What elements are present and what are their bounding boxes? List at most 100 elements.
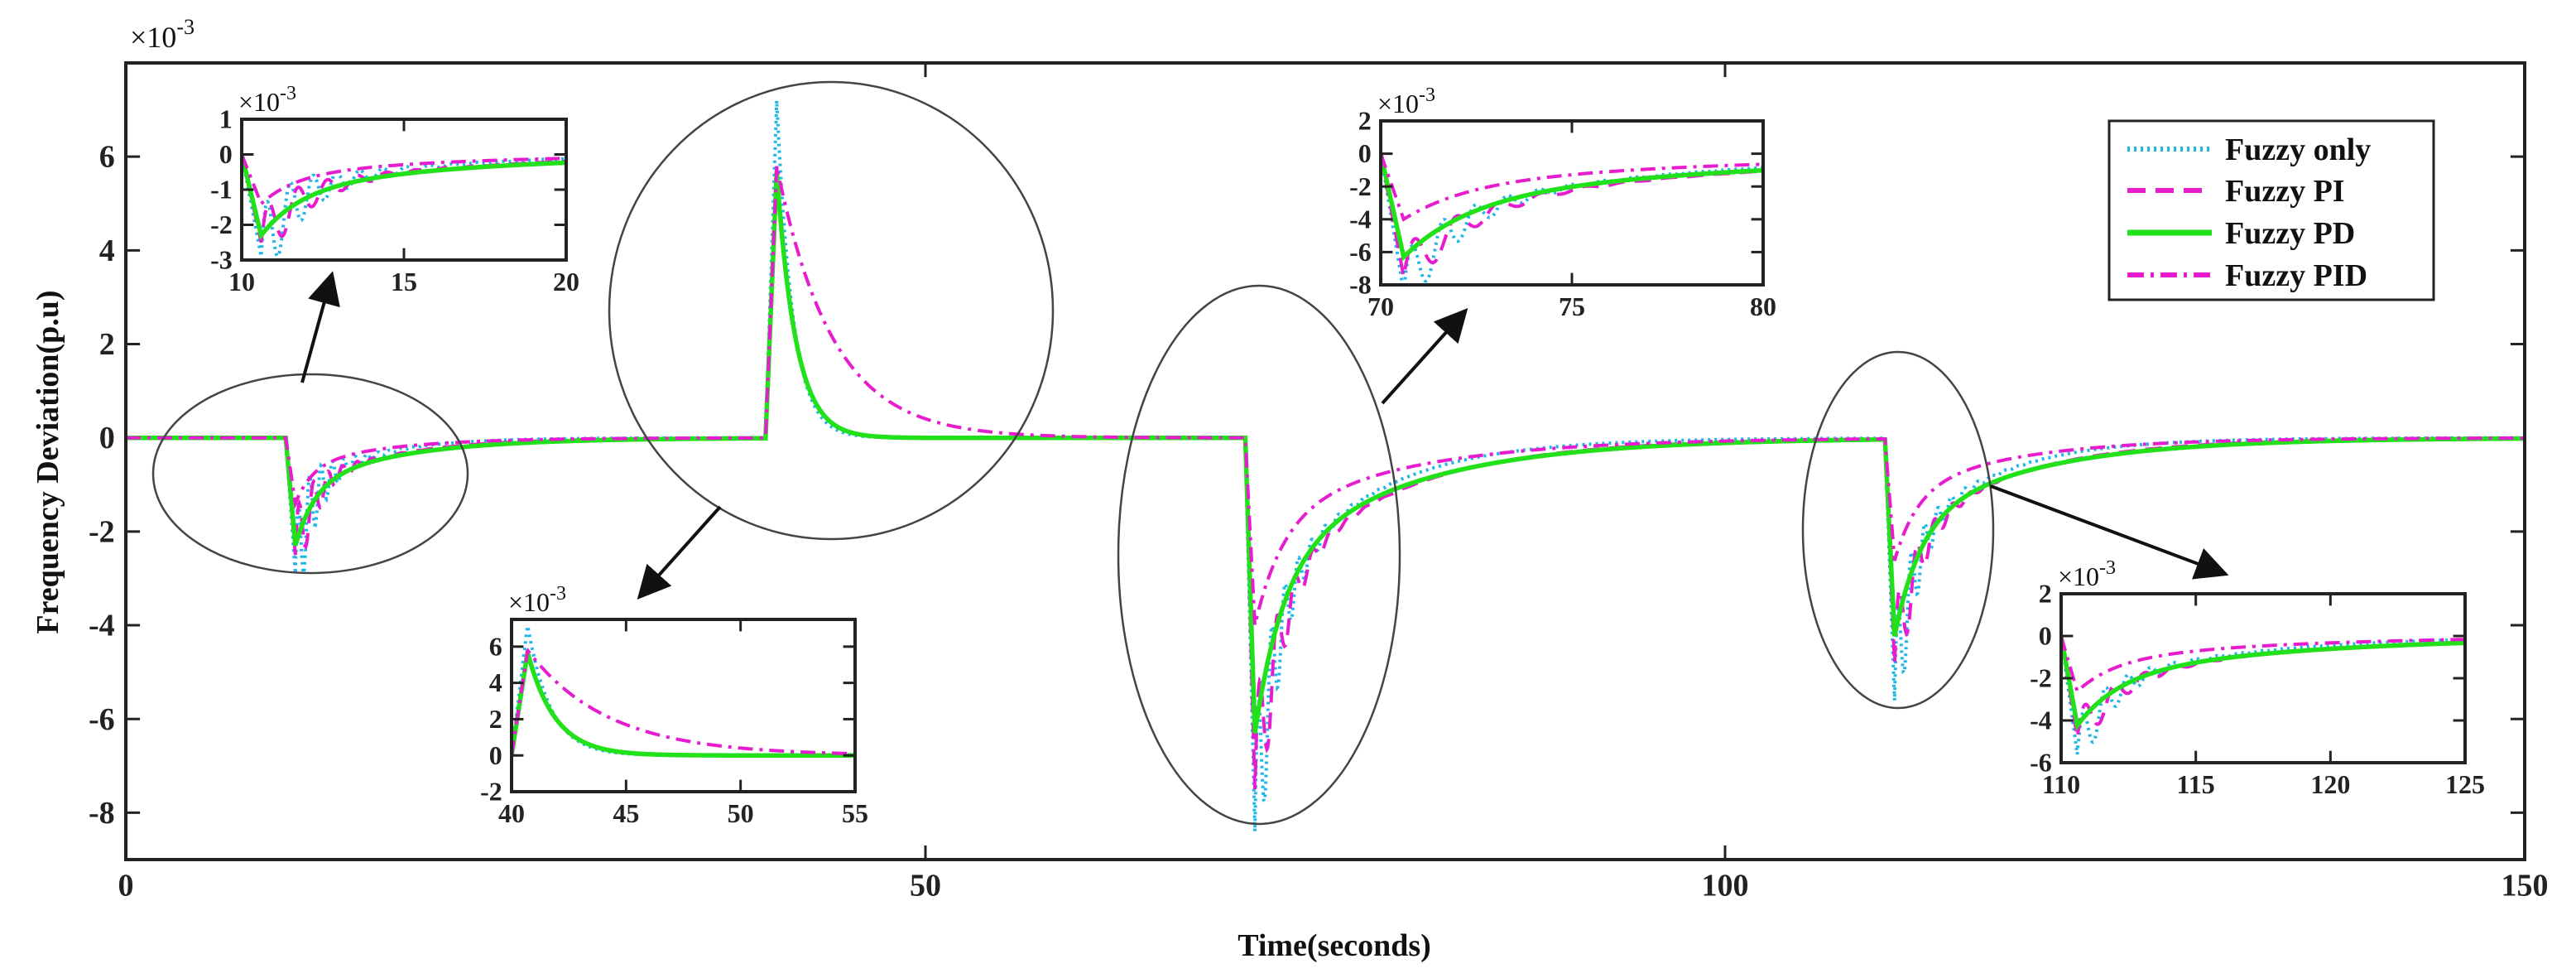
- legend-label-fuzzy-only: Fuzzy only: [2225, 132, 2371, 167]
- main-y-tick-label: 2: [99, 327, 115, 362]
- x-axis-title: Time(seconds): [1238, 928, 1431, 963]
- inset-4-x-tick-label: 115: [2177, 769, 2215, 799]
- main-x-tick-label: 0: [118, 869, 134, 903]
- inset-4-y-tick-label: 2: [2039, 579, 2052, 609]
- main-y-tick-label: -6: [89, 702, 115, 737]
- main-x-tick-label: 50: [910, 869, 941, 903]
- main-x-tick-label: 100: [1702, 869, 1749, 903]
- inset-4-y-tick-label: -2: [2030, 663, 2052, 693]
- inset-1-line-fuzzy-pd: [242, 153, 566, 241]
- inset-2-line-fuzzy-pd: [512, 649, 855, 758]
- inset-2-frame: [510, 618, 857, 793]
- main-line-fuzzy-pid: [126, 166, 2525, 626]
- main-y-tick-label: 4: [99, 234, 115, 268]
- inset-1-frame: [240, 118, 568, 262]
- zoom-arrow-3: [1381, 308, 1468, 405]
- inset-4-x-tick-label: 125: [2445, 769, 2485, 799]
- zoom-ellipse-1: [151, 373, 469, 575]
- legend-label-fuzzy-pid: Fuzzy PID: [2225, 258, 2367, 293]
- inset-2-x-tick-label: 50: [728, 798, 754, 828]
- legend-label-fuzzy-pd: Fuzzy PD: [2225, 216, 2355, 251]
- inset-2-y-tick-label: 4: [489, 667, 502, 697]
- inset-4-x-tick-label: 120: [2310, 769, 2350, 799]
- inset-3-lines: [1381, 152, 1763, 285]
- inset-2-lines: [512, 622, 855, 758]
- inset-3-line-fuzzy-only: [1381, 153, 1763, 285]
- inset-3: 70 75 80 -8-6-4-202×10-3: [1349, 84, 1776, 321]
- inset-1-x-tick-label: 10: [228, 267, 255, 296]
- main-x-tick-label: 150: [2502, 869, 2549, 903]
- inset-1-y-tick-label: 1: [219, 104, 233, 134]
- inset-3-frame: [1379, 119, 1765, 287]
- y-axis-title: Frequency Deviation(p.u): [31, 290, 65, 634]
- inset-2-x-tick-label: 40: [498, 798, 525, 828]
- main-exponent-label: ×10-3: [130, 15, 195, 54]
- inset-3-y-tick-label: 2: [1358, 106, 1372, 136]
- inset-4-frame: [2059, 592, 2467, 764]
- inset-3-y-tick-label: 0: [1358, 138, 1372, 168]
- inset-1: 10 15 20 -3 -2 -1 0 1×10-3: [210, 83, 579, 296]
- main-plot-lines: [126, 100, 2525, 832]
- main-y-tick-label: -4: [89, 609, 115, 643]
- inset-1-x-tick-label: 20: [553, 267, 579, 296]
- main-line-fuzzy-pd: [126, 171, 2525, 734]
- inset-1-background: [242, 119, 566, 260]
- legend: Fuzzy only Fuzzy PI Fuzzy PD Fuzzy PID: [2107, 119, 2435, 301]
- inset-3-line-fuzzy-pd: [1381, 152, 1763, 262]
- inset-4-background: [2061, 594, 2465, 763]
- legend-label-fuzzy-pi: Fuzzy PI: [2225, 174, 2345, 209]
- inset-4-y-tick-label: 0: [2039, 621, 2052, 651]
- inset-3-y-tick-label: -6: [1349, 237, 1372, 267]
- inset-4-exponent-label: ×10-3: [2058, 557, 2116, 591]
- inset-3-y-tick-label: -4: [1349, 204, 1372, 234]
- inset-4-lines: [2061, 635, 2465, 755]
- main-axes-frame: [124, 61, 2526, 861]
- main-y-tick-label: -2: [89, 514, 115, 549]
- inset-4-x-tick-label: 110: [2042, 769, 2080, 799]
- main-y-tick-label: -8: [89, 796, 115, 831]
- inset-3-x-tick-label: 75: [1559, 291, 1585, 321]
- zoom-ellipse-2: [608, 80, 1055, 541]
- inset-2-x-tick-label: 45: [613, 798, 639, 828]
- inset-4-y-tick-label: -4: [2030, 706, 2052, 735]
- zoom-arrow-2: [637, 505, 722, 600]
- insets: 10 15 20-3-2-101×10-340 45 50 55-20246×10-370…: [210, 83, 2485, 828]
- inset-1-y-tick-label: -3: [210, 245, 233, 275]
- inset-2-y-tick-label: -2: [480, 777, 502, 807]
- inset-1-y-tick-label: 0: [219, 139, 233, 169]
- inset-2-y-tick-label: 0: [489, 740, 502, 770]
- inset-2-exponent-label: ×10-3: [508, 583, 566, 617]
- inset-1-x-tick-label: 15: [391, 267, 417, 296]
- inset-1-lines: [242, 153, 566, 258]
- inset-3-x-tick-label: 70: [1367, 291, 1394, 321]
- main-y-tick-label: 6: [99, 140, 115, 175]
- inset-4-line-fuzzy-pd: [2061, 636, 2465, 731]
- inset-2-y-tick-label: 2: [489, 704, 502, 734]
- zoom-ellipses: [151, 80, 1995, 826]
- inset-1-y-tick-label: -1: [210, 175, 233, 205]
- inset-2-x-tick-label: 55: [842, 798, 868, 828]
- inset-4-line-fuzzy-pid: [2061, 636, 2465, 695]
- inset-3-exponent-label: ×10-3: [1377, 84, 1435, 118]
- inset-3-y-tick-label: -8: [1349, 270, 1372, 300]
- zoom-ellipse-4: [1801, 350, 1995, 710]
- legend-box: [2107, 119, 2435, 301]
- inset-4: 110 115 120 125 -6 -4 -2 0 2×10-3: [2030, 557, 2485, 799]
- inset-4-line-fuzzy-only: [2061, 635, 2465, 755]
- inset-4-y-tick-label: -6: [2030, 748, 2052, 778]
- inset-1-exponent-label: ×10-3: [238, 83, 296, 117]
- inset-3-x-tick-label: 80: [1750, 291, 1776, 321]
- inset-2-line-fuzzy-pid: [512, 648, 855, 756]
- zoom-arrow-1: [300, 271, 340, 383]
- inset-2-y-tick-label: 6: [489, 631, 502, 661]
- zoom-arrows: [300, 271, 2229, 600]
- zoom-ellipse-3: [1117, 284, 1401, 826]
- inset-2: 40 45 50 55 -2 0 2 4 6×10-3: [480, 583, 868, 828]
- zoom-arrow-4: [1990, 484, 2229, 580]
- main-y-tick-label: 0: [99, 421, 115, 455]
- inset-1-y-tick-label: -2: [210, 210, 233, 239]
- inset-3-background: [1381, 121, 1763, 285]
- inset-2-background: [512, 619, 855, 792]
- inset-3-y-tick-label: -2: [1349, 171, 1372, 201]
